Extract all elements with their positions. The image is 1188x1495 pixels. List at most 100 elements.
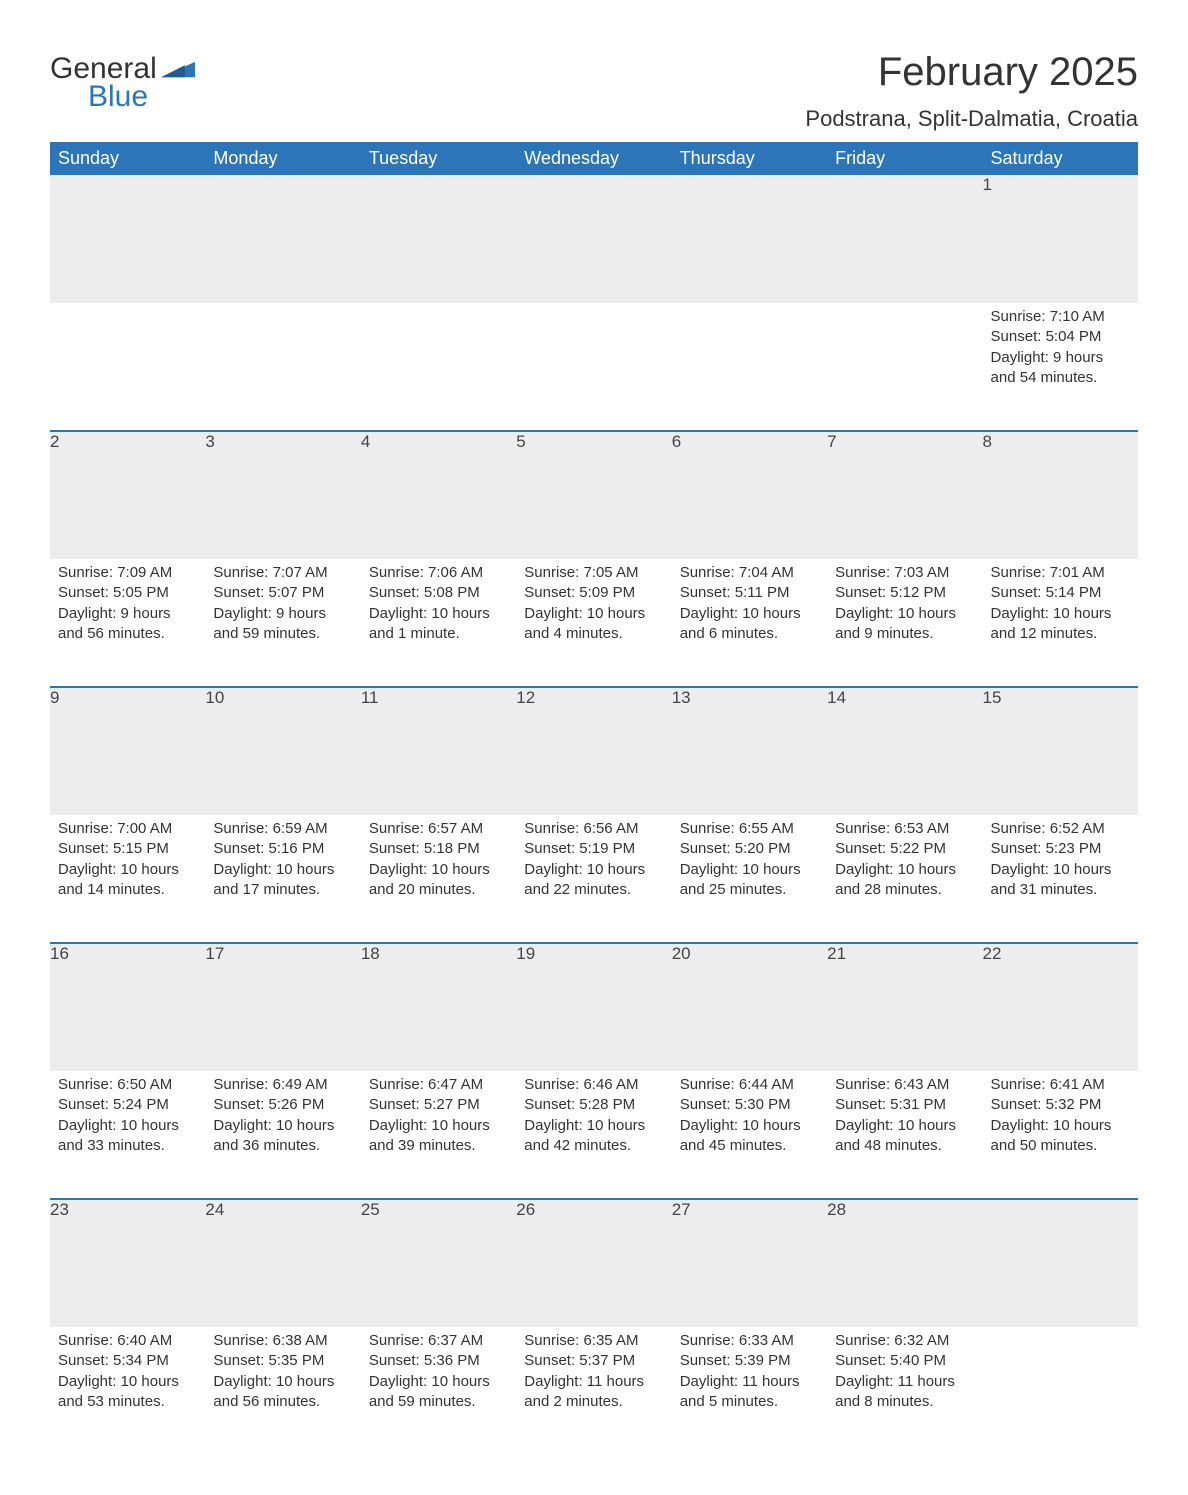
weekday-header: Friday bbox=[827, 142, 982, 175]
day-number-row: 9101112131415 bbox=[50, 687, 1138, 815]
day-cell: Sunrise: 6:40 AMSunset: 5:34 PMDaylight:… bbox=[50, 1327, 205, 1455]
sunset-text: Sunset: 5:15 PM bbox=[58, 839, 197, 859]
day-number-cell: 27 bbox=[672, 1199, 827, 1327]
day-number-cell bbox=[827, 175, 982, 303]
day-cell: Sunrise: 6:46 AMSunset: 5:28 PMDaylight:… bbox=[516, 1071, 671, 1199]
weekday-header: Wednesday bbox=[516, 142, 671, 175]
sunrise-text: Sunrise: 6:33 AM bbox=[680, 1331, 819, 1351]
day-cell: Sunrise: 7:03 AMSunset: 5:12 PMDaylight:… bbox=[827, 559, 982, 687]
sunset-text: Sunset: 5:31 PM bbox=[835, 1095, 974, 1115]
sunset-text: Sunset: 5:22 PM bbox=[835, 839, 974, 859]
daylight-text: Daylight: 11 hours and 5 minutes. bbox=[680, 1372, 819, 1413]
sunrise-text: Sunrise: 6:59 AM bbox=[213, 819, 352, 839]
daylight-text: Daylight: 10 hours and 25 minutes. bbox=[680, 860, 819, 901]
day-number-cell: 4 bbox=[361, 431, 516, 559]
sunset-text: Sunset: 5:36 PM bbox=[369, 1351, 508, 1371]
sunrise-text: Sunrise: 6:57 AM bbox=[369, 819, 508, 839]
daylight-text: Daylight: 9 hours and 56 minutes. bbox=[58, 604, 197, 645]
calendar-page: General Blue February 2025 Podstrana, Sp… bbox=[0, 0, 1188, 1495]
daylight-text: Daylight: 10 hours and 17 minutes. bbox=[213, 860, 352, 901]
day-number-cell: 12 bbox=[516, 687, 671, 815]
day-cell: Sunrise: 7:06 AMSunset: 5:08 PMDaylight:… bbox=[361, 559, 516, 687]
sunset-text: Sunset: 5:16 PM bbox=[213, 839, 352, 859]
daylight-text: Daylight: 11 hours and 2 minutes. bbox=[524, 1372, 663, 1413]
day-cell: Sunrise: 6:38 AMSunset: 5:35 PMDaylight:… bbox=[205, 1327, 360, 1455]
weekday-header: Sunday bbox=[50, 142, 205, 175]
sunset-text: Sunset: 5:23 PM bbox=[991, 839, 1130, 859]
day-number-cell: 24 bbox=[205, 1199, 360, 1327]
day-content-row: Sunrise: 7:00 AMSunset: 5:15 PMDaylight:… bbox=[50, 815, 1138, 943]
daylight-text: Daylight: 10 hours and 22 minutes. bbox=[524, 860, 663, 901]
weekday-header: Monday bbox=[205, 142, 360, 175]
day-number-cell: 21 bbox=[827, 943, 982, 1071]
daylight-text: Daylight: 10 hours and 28 minutes. bbox=[835, 860, 974, 901]
day-cell: Sunrise: 6:52 AMSunset: 5:23 PMDaylight:… bbox=[983, 815, 1138, 943]
day-content-row: Sunrise: 7:10 AMSunset: 5:04 PMDaylight:… bbox=[50, 303, 1138, 431]
day-cell bbox=[516, 303, 671, 431]
sunrise-text: Sunrise: 6:41 AM bbox=[991, 1075, 1130, 1095]
sunset-text: Sunset: 5:30 PM bbox=[680, 1095, 819, 1115]
sunrise-text: Sunrise: 6:53 AM bbox=[835, 819, 974, 839]
daylight-text: Daylight: 10 hours and 12 minutes. bbox=[991, 604, 1130, 645]
day-number-cell: 19 bbox=[516, 943, 671, 1071]
weekday-header: Tuesday bbox=[361, 142, 516, 175]
day-number-cell bbox=[672, 175, 827, 303]
day-cell: Sunrise: 6:44 AMSunset: 5:30 PMDaylight:… bbox=[672, 1071, 827, 1199]
day-cell: Sunrise: 6:33 AMSunset: 5:39 PMDaylight:… bbox=[672, 1327, 827, 1455]
day-content-row: Sunrise: 6:50 AMSunset: 5:24 PMDaylight:… bbox=[50, 1071, 1138, 1199]
sunrise-text: Sunrise: 7:01 AM bbox=[991, 563, 1130, 583]
day-number-cell bbox=[361, 175, 516, 303]
sunrise-text: Sunrise: 7:03 AM bbox=[835, 563, 974, 583]
logo-word-2: Blue bbox=[88, 80, 195, 114]
sunrise-text: Sunrise: 6:32 AM bbox=[835, 1331, 974, 1351]
day-cell: Sunrise: 6:56 AMSunset: 5:19 PMDaylight:… bbox=[516, 815, 671, 943]
sunset-text: Sunset: 5:04 PM bbox=[991, 327, 1130, 347]
daylight-text: Daylight: 10 hours and 48 minutes. bbox=[835, 1116, 974, 1157]
sunrise-text: Sunrise: 6:38 AM bbox=[213, 1331, 352, 1351]
daylight-text: Daylight: 10 hours and 6 minutes. bbox=[680, 604, 819, 645]
day-number-row: 2345678 bbox=[50, 431, 1138, 559]
sunrise-text: Sunrise: 6:35 AM bbox=[524, 1331, 663, 1351]
day-cell: Sunrise: 6:50 AMSunset: 5:24 PMDaylight:… bbox=[50, 1071, 205, 1199]
day-number-cell: 23 bbox=[50, 1199, 205, 1327]
daylight-text: Daylight: 10 hours and 9 minutes. bbox=[835, 604, 974, 645]
sunrise-text: Sunrise: 7:00 AM bbox=[58, 819, 197, 839]
day-number-cell: 18 bbox=[361, 943, 516, 1071]
daylight-text: Daylight: 10 hours and 1 minute. bbox=[369, 604, 508, 645]
daylight-text: Daylight: 9 hours and 59 minutes. bbox=[213, 604, 352, 645]
sunrise-text: Sunrise: 6:49 AM bbox=[213, 1075, 352, 1095]
sunset-text: Sunset: 5:32 PM bbox=[991, 1095, 1130, 1115]
daylight-text: Daylight: 10 hours and 59 minutes. bbox=[369, 1372, 508, 1413]
day-number-cell: 11 bbox=[361, 687, 516, 815]
day-number-cell: 8 bbox=[983, 431, 1138, 559]
daylight-text: Daylight: 10 hours and 14 minutes. bbox=[58, 860, 197, 901]
sunset-text: Sunset: 5:26 PM bbox=[213, 1095, 352, 1115]
day-number-row: 16171819202122 bbox=[50, 943, 1138, 1071]
weekday-header: Thursday bbox=[672, 142, 827, 175]
daylight-text: Daylight: 10 hours and 56 minutes. bbox=[213, 1372, 352, 1413]
sunset-text: Sunset: 5:27 PM bbox=[369, 1095, 508, 1115]
logo-text: General Blue bbox=[50, 50, 195, 114]
day-cell bbox=[205, 303, 360, 431]
daylight-text: Daylight: 10 hours and 42 minutes. bbox=[524, 1116, 663, 1157]
day-content-row: Sunrise: 6:40 AMSunset: 5:34 PMDaylight:… bbox=[50, 1327, 1138, 1455]
day-number-cell: 3 bbox=[205, 431, 360, 559]
weekday-header-row: Sunday Monday Tuesday Wednesday Thursday… bbox=[50, 142, 1138, 175]
day-number-cell: 26 bbox=[516, 1199, 671, 1327]
day-cell: Sunrise: 6:43 AMSunset: 5:31 PMDaylight:… bbox=[827, 1071, 982, 1199]
daylight-text: Daylight: 10 hours and 39 minutes. bbox=[369, 1116, 508, 1157]
day-number-row: 232425262728 bbox=[50, 1199, 1138, 1327]
sunrise-text: Sunrise: 6:56 AM bbox=[524, 819, 663, 839]
sunrise-text: Sunrise: 7:06 AM bbox=[369, 563, 508, 583]
sunset-text: Sunset: 5:18 PM bbox=[369, 839, 508, 859]
month-title: February 2025 bbox=[805, 50, 1138, 94]
sunrise-text: Sunrise: 6:55 AM bbox=[680, 819, 819, 839]
title-block: February 2025 Podstrana, Split-Dalmatia,… bbox=[805, 50, 1138, 132]
daylight-text: Daylight: 10 hours and 31 minutes. bbox=[991, 860, 1130, 901]
sunrise-text: Sunrise: 7:04 AM bbox=[680, 563, 819, 583]
day-number-cell: 28 bbox=[827, 1199, 982, 1327]
day-cell: Sunrise: 6:59 AMSunset: 5:16 PMDaylight:… bbox=[205, 815, 360, 943]
sunrise-text: Sunrise: 6:44 AM bbox=[680, 1075, 819, 1095]
daylight-text: Daylight: 10 hours and 50 minutes. bbox=[991, 1116, 1130, 1157]
day-cell: Sunrise: 6:55 AMSunset: 5:20 PMDaylight:… bbox=[672, 815, 827, 943]
